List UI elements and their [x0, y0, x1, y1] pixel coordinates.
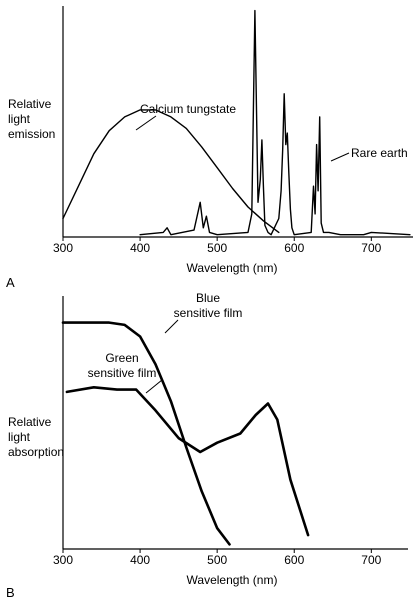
panel-a-ylabel-line-3: emission [8, 127, 55, 141]
panel-a: 300 400 500 600 700 Relative light emission … [6, 6, 413, 290]
panel-a-xlabel: Wavelength (nm) [187, 261, 278, 275]
panel-a-tick-label-400: 400 [130, 241, 150, 255]
panel-a-series [62, 9, 411, 236]
annotation-blue-film-line-1: Blue [196, 291, 220, 305]
panel-b-letter: B [6, 585, 15, 600]
panel-a-series-calcium-tungstate [62, 109, 280, 234]
panel-a-ticks: 300 400 500 600 700 [53, 237, 382, 255]
panel-b: 300 400 500 600 700 Relative light absorptio… [6, 291, 408, 600]
panel-a-ylabel-line-2: light [8, 112, 31, 126]
panel-b-ylabel-line-3: absorption [8, 445, 64, 459]
panel-a-letter: A [6, 275, 15, 290]
panel-a-ylabel-line-1: Relative [8, 97, 52, 111]
panel-a-tick-label-700: 700 [361, 241, 381, 255]
panel-b-xlabel: Wavelength (nm) [187, 573, 278, 587]
annotation-calcium-tungstate-pointer [135, 115, 157, 131]
panel-a-tick-label-300: 300 [53, 241, 73, 255]
annotation-blue-film-line-2: sensitive film [174, 306, 243, 320]
panel-b-ticks: 300 400 500 600 700 [53, 549, 382, 567]
annotation-calcium-tungstate: Calcium tungstate [140, 102, 236, 116]
panel-b-series-blue-sensitive-film [61, 321, 231, 546]
panel-b-tick-label-700: 700 [361, 553, 381, 567]
panel-b-ylabel-line-2: light [8, 430, 31, 444]
panel-b-tick-label-500: 500 [207, 553, 227, 567]
annotation-rare-earth: Rare earth [351, 146, 408, 160]
panel-b-tick-label-300: 300 [53, 553, 73, 567]
panel-a-tick-label-500: 500 [207, 241, 227, 255]
panel-b-ylabel-line-1: Relative [8, 415, 52, 429]
annotation-blue-film-pointer [164, 319, 179, 334]
annotation-green-film-pointer [145, 379, 163, 394]
panel-b-tick-label-400: 400 [130, 553, 150, 567]
panel-b-series [61, 321, 310, 546]
panel-b-series-green-sensitive-film [65, 385, 310, 537]
annotation-rare-earth-pointer [330, 152, 350, 162]
panel-a-series-rare-earth [139, 9, 411, 236]
panel-a-tick-label-600: 600 [284, 241, 304, 255]
annotation-green-film-line-2: sensitive film [88, 366, 157, 380]
annotation-green-film-line-1: Green [105, 351, 138, 365]
panel-b-tick-label-600: 600 [284, 553, 304, 567]
